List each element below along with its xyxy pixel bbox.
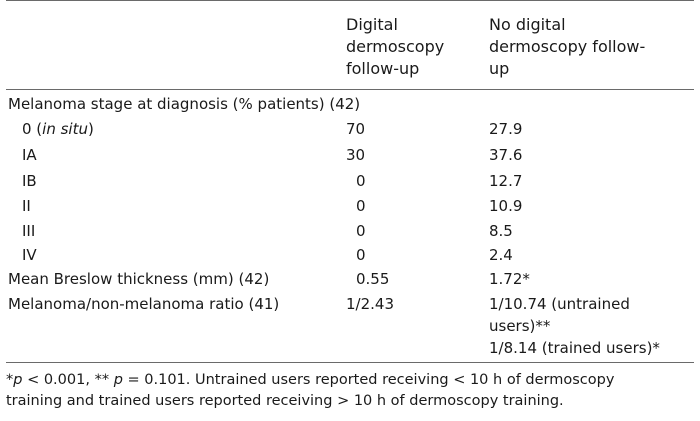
- stage-value-digital: 0: [356, 246, 366, 264]
- ratio-line: 1/8.14 (trained users)*: [489, 339, 660, 357]
- header-line: follow-up: [346, 59, 420, 78]
- stage-label: IA: [22, 146, 37, 164]
- header-col-no-digital: No digital dermoscopy follow- up: [489, 14, 645, 80]
- header-line: dermoscopy: [346, 37, 445, 56]
- stage-label: III: [22, 222, 36, 240]
- stage-value-no-digital: 8.5: [489, 222, 513, 240]
- stage-label: IV: [22, 246, 37, 264]
- header-rule: [6, 89, 694, 90]
- stage-value-digital: 30: [346, 146, 366, 164]
- stage-value-digital: 70: [346, 120, 366, 138]
- stage-value-digital: 0: [356, 172, 366, 190]
- table-footnote: *p < 0.001, ** p = 0.101. Untrained user…: [6, 370, 696, 412]
- stage-value-digital: 0: [356, 197, 366, 215]
- top-rule: [6, 0, 694, 1]
- stage-label: IB: [22, 172, 37, 190]
- footnote-line-1: *p < 0.001, ** p = 0.101. Untrained user…: [6, 372, 615, 388]
- ratio-label: Melanoma/non-melanoma ratio (41): [8, 295, 280, 313]
- ratio-value-no-digital: 1/10.74 (untrained users)** 1/8.14 (trai…: [489, 293, 660, 359]
- breslow-value-no-digital: 1.72*: [489, 270, 530, 288]
- header-line: up: [489, 59, 510, 78]
- header-line: No digital: [489, 15, 566, 34]
- header-line: Digital: [346, 15, 398, 34]
- stage-label: 0 (in situ): [22, 120, 94, 138]
- stage-value-no-digital: 12.7: [489, 172, 523, 190]
- header-col-digital: Digital dermoscopy follow-up: [346, 14, 444, 80]
- ratio-line: 1/10.74 (untrained: [489, 295, 630, 313]
- breslow-label: Mean Breslow thickness (mm) (42): [8, 270, 270, 288]
- ratio-value-digital: 1/2.43: [346, 295, 394, 313]
- ratio-line: users)**: [489, 317, 551, 335]
- header-line: dermoscopy follow-: [489, 37, 646, 56]
- stage-value-no-digital: 27.9: [489, 120, 523, 138]
- stage-value-no-digital: 37.6: [489, 146, 523, 164]
- stage-value-digital: 0: [356, 222, 366, 240]
- stage-value-no-digital: 2.4: [489, 246, 513, 264]
- stage-value-no-digital: 10.9: [489, 197, 523, 215]
- section-title: Melanoma stage at diagnosis (% patients)…: [8, 95, 361, 113]
- bottom-rule: [6, 362, 694, 363]
- stage-label: II: [22, 197, 31, 215]
- breslow-value-digital: 0.55: [356, 270, 390, 288]
- footnote-line-2: training and trained users reported rece…: [6, 393, 564, 409]
